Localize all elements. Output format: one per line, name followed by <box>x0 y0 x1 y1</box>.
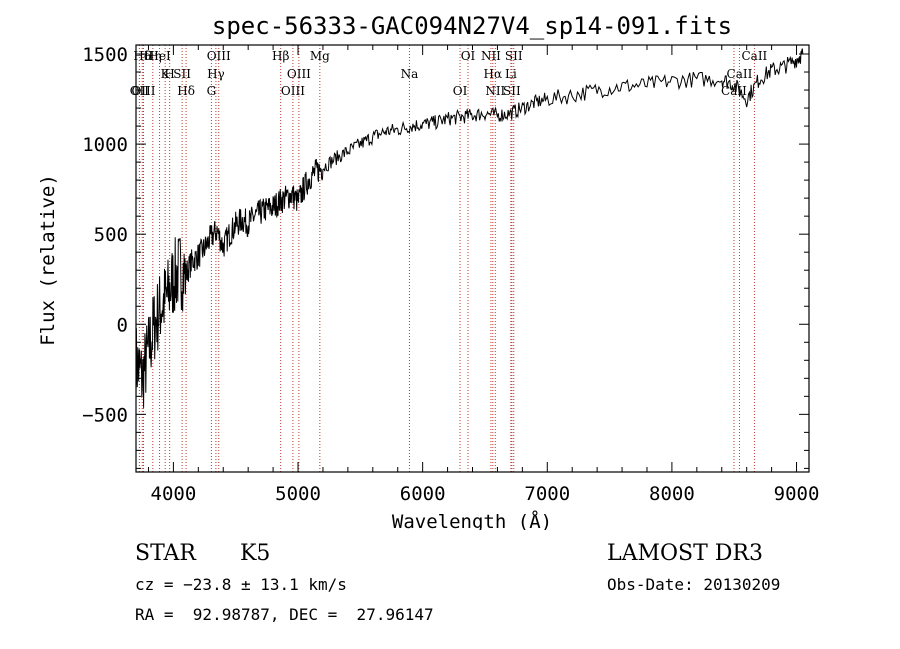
line-marker-label: OIII <box>287 67 311 81</box>
y-tick-label: 1500 <box>82 44 128 66</box>
x-tick-label: 5000 <box>275 483 321 505</box>
y-tick-label: 1000 <box>82 134 128 156</box>
y-tick-label: 0 <box>117 314 128 336</box>
y-axis: −500 0 500 1000 1500 <box>82 44 809 469</box>
x-tick-label: 4000 <box>151 483 197 505</box>
line-marker-label: SII <box>173 67 191 81</box>
x-tick-label: 8000 <box>649 483 695 505</box>
line-marker-label: Hδ <box>177 84 195 98</box>
plot-frame <box>135 44 810 473</box>
coords-text: RA = 92.98787, DEC = 27.96147 <box>135 605 434 624</box>
line-marker-label: Hα <box>484 67 503 81</box>
line-marker-label: CaII <box>727 67 753 81</box>
line-marker-label: Hη <box>144 49 162 63</box>
line-marker-label: Na <box>401 67 419 81</box>
line-marker-label: NII <box>485 84 505 98</box>
line-marker-label: Mg <box>310 49 330 63</box>
line-marker-label: Hδ <box>133 49 151 63</box>
line-marker-label: SII <box>503 84 521 98</box>
spectrum-series <box>135 48 804 408</box>
line-marker-label: OI <box>461 49 476 63</box>
line-marker-label: OIII <box>131 84 155 98</box>
x-axis-label: Wavelength (Å) <box>392 510 552 530</box>
x-tick-label: 9000 <box>774 483 820 505</box>
y-axis-label: Flux (relative) <box>37 174 59 346</box>
chart-title: spec-56333-GAC094N27V4_sp14-091.fits <box>212 12 732 40</box>
redshift-text: cz = −23.8 ± 13.1 km/s <box>135 575 347 594</box>
class-label: STAR <box>135 541 196 566</box>
subclass-label: K5 <box>240 541 271 566</box>
line-marker-label: SII <box>505 49 523 63</box>
line-marker-label: H <box>164 67 174 81</box>
line-marker-label: CaII <box>741 49 767 63</box>
line-marker-labels: HδKHδOIIIHγOIIHeISIIOIIIHηHGHβOIIIOIIIMg… <box>130 49 768 98</box>
line-marker-label: NII <box>481 49 501 63</box>
y-tick-label: 500 <box>94 224 128 246</box>
x-tick-label: 6000 <box>400 483 446 505</box>
spectrum-chart: spec-56333-GAC094N27V4_sp14-091.fits Hδ K… <box>37 12 820 530</box>
line-marker-label: OIII <box>207 49 231 63</box>
line-marker-label: K <box>161 67 171 81</box>
line-marker-label: OIII <box>281 84 305 98</box>
line-marker-label: OI <box>453 84 468 98</box>
survey-label: LAMOST DR3 <box>607 541 763 566</box>
line-marker-label: Li <box>505 67 517 81</box>
y-tick-label: −500 <box>82 404 128 426</box>
line-markers <box>138 45 755 472</box>
line-marker-label: Hγ <box>207 67 225 81</box>
line-marker-label: OII <box>130 84 150 98</box>
x-tick-label: 7000 <box>524 483 570 505</box>
obs-date-text: Obs-Date: 20130209 <box>607 575 781 594</box>
x-axis: 4000 5000 6000 7000 8000 9000 <box>147 45 820 505</box>
line-marker-label: Hβ <box>272 49 289 63</box>
line-marker-label: HeI <box>148 49 171 63</box>
line-marker-label: G <box>207 84 217 98</box>
